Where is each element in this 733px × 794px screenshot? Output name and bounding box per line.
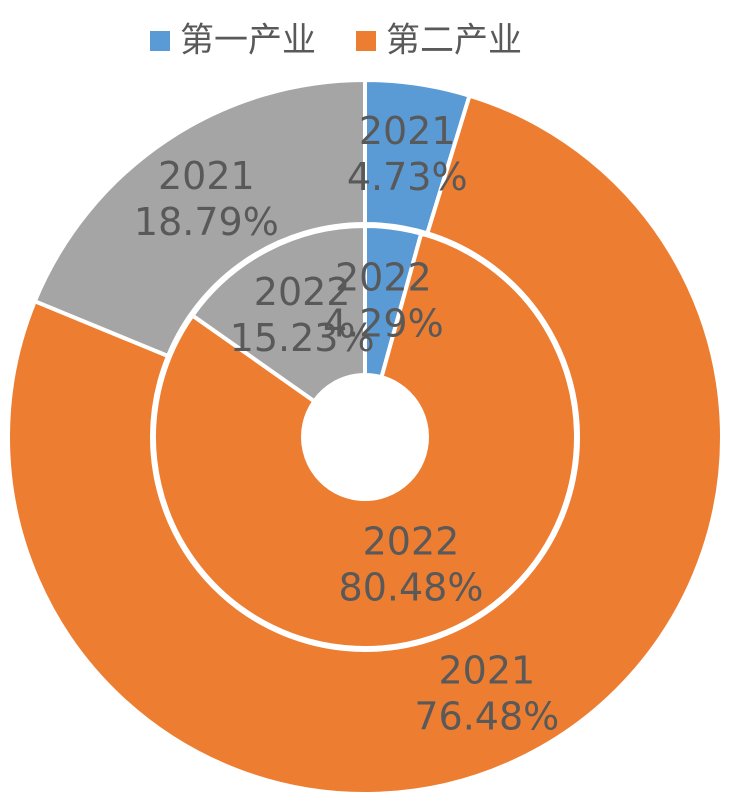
data-label: 2022 4.29% xyxy=(323,255,444,345)
data-label: 2021 76.48% xyxy=(414,648,559,738)
legend-label: 第二产业 xyxy=(386,21,522,61)
value-label: 76.48% xyxy=(414,694,559,738)
value-label: 4.29% xyxy=(323,301,444,345)
series-name: 2021 xyxy=(438,648,535,692)
legend-swatch xyxy=(356,31,376,51)
data-label: 2022 15.23% xyxy=(230,269,375,359)
series-name: 2021 xyxy=(158,154,255,198)
donut-segment xyxy=(152,231,578,650)
value-label: 4.73% xyxy=(347,155,468,199)
data-label: 2021 4.73% xyxy=(347,109,468,199)
value-label: 18.79% xyxy=(134,200,279,244)
data-label: 2022 80.48% xyxy=(339,519,484,609)
donut-segment xyxy=(189,223,367,405)
legend-swatch xyxy=(150,31,170,51)
value-label: 80.48% xyxy=(339,565,484,609)
series-name: 2022 xyxy=(335,255,432,299)
value-label: 15.23% xyxy=(230,315,375,359)
series-name: 2021 xyxy=(359,109,456,153)
data-label: 2021 18.79% xyxy=(134,154,279,244)
legend-label: 第一产业 xyxy=(180,21,316,61)
series-name: 2022 xyxy=(254,269,351,313)
series-name: 2022 xyxy=(363,519,460,563)
